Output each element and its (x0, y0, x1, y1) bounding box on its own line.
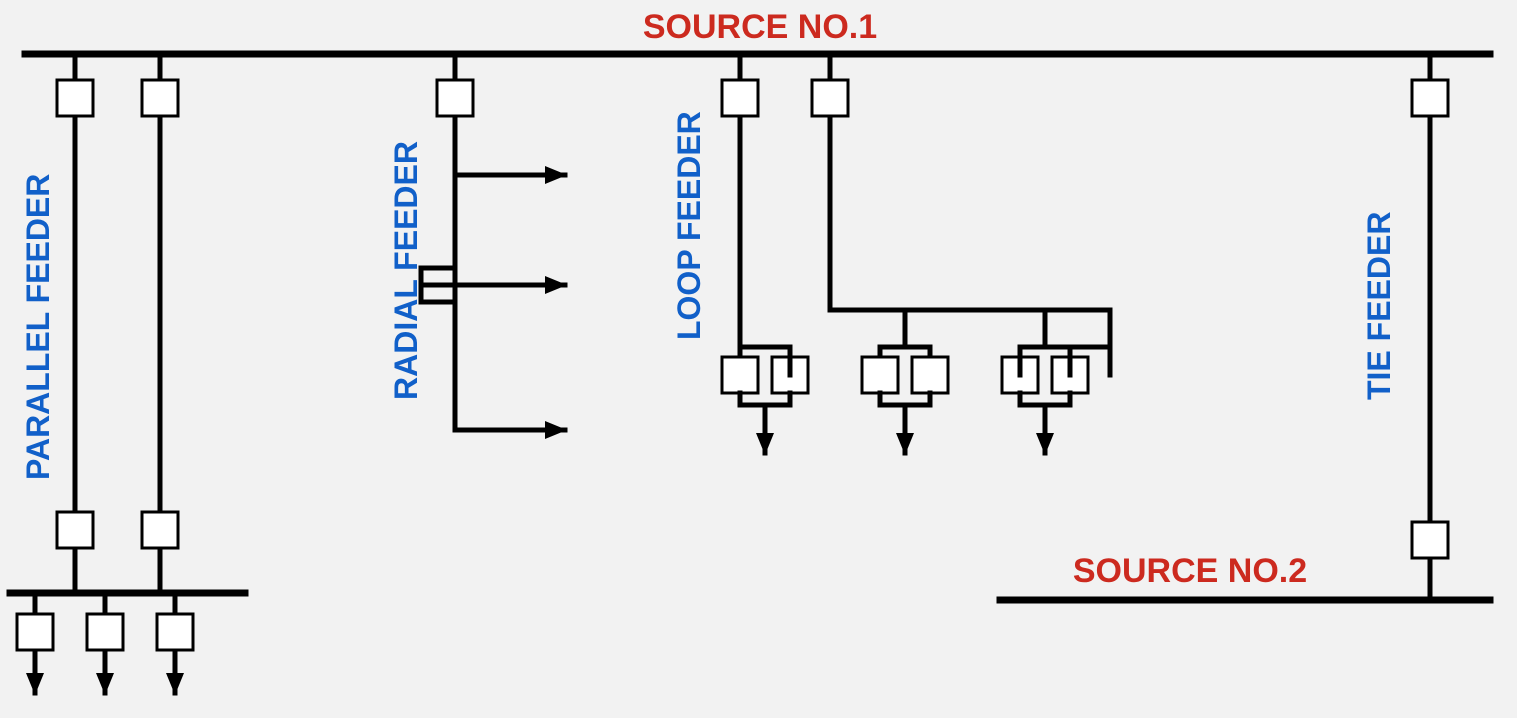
tie-top-switch (1412, 80, 1448, 116)
loop-arrow-2 (1036, 433, 1054, 455)
parallel-drop-switch-0 (17, 614, 53, 650)
parallel-drop-arrow-1 (96, 673, 114, 695)
parallel-top-switch-0 (57, 80, 93, 116)
loop-switch-0-l (722, 357, 758, 393)
loop-arrow-1 (896, 433, 914, 455)
source1-label: SOURCE NO.1 (643, 8, 877, 46)
source2-label: SOURCE NO.2 (1073, 552, 1307, 590)
parallel-drop-arrow-0 (26, 673, 44, 695)
parallel-drop-switch-2 (157, 614, 193, 650)
loop-right-top-switch (812, 80, 848, 116)
parallel-top-switch-1 (142, 80, 178, 116)
loop-switch-1-l (862, 357, 898, 393)
parallel-bottom-switch-0 (57, 512, 93, 548)
radial-branch-arrow-0 (545, 166, 567, 184)
radial-feeder-label: RADIAL FEEDER (388, 141, 424, 400)
parallel-drop-switch-1 (87, 614, 123, 650)
tie-feeder-label: TIE FEEDER (1361, 212, 1397, 400)
radial-top-switch (437, 80, 473, 116)
loop-feeder-label: LOOP FEEDER (671, 111, 707, 340)
tie-bottom-switch (1412, 522, 1448, 558)
radial-branch-arrow-2 (545, 421, 567, 439)
loop-switch-1-r (912, 357, 948, 393)
loop-arrow-0 (756, 433, 774, 455)
parallel-drop-arrow-2 (166, 673, 184, 695)
loop-left-top-switch (722, 80, 758, 116)
feeder-diagram: SOURCE NO.1 PARALLEL FEEDER RADIAL FEEDER L… (0, 0, 1517, 718)
parallel-feeder-label: PARALLEL FEEDER (20, 174, 56, 480)
radial-branch-arrow-1 (545, 276, 567, 294)
parallel-bottom-switch-1 (142, 512, 178, 548)
